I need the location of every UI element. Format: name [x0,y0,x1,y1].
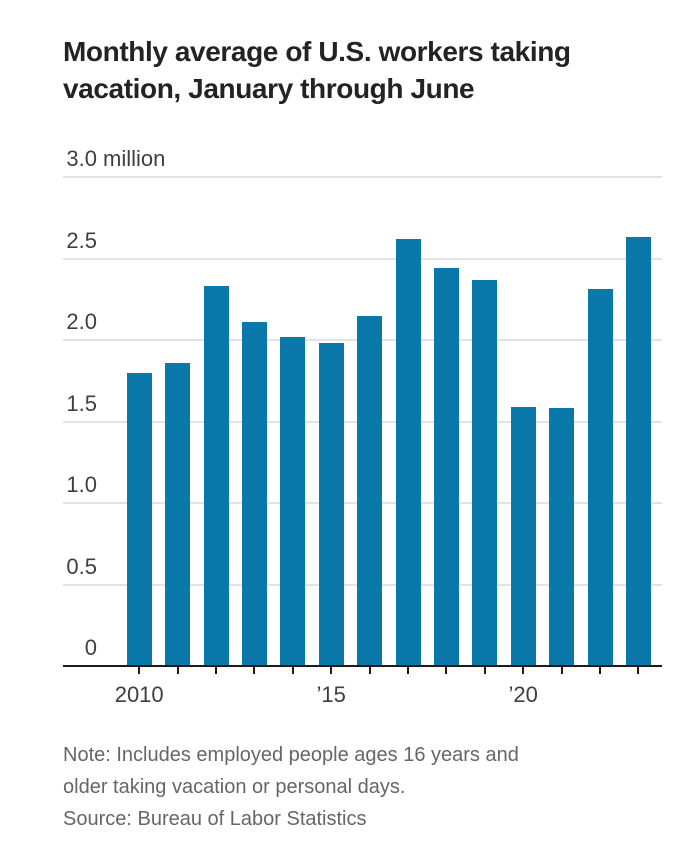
chart-title: Monthly average of U.S. workers taking v… [63,36,571,104]
y-tick-label-3.0: 3.0 million [63,146,165,172]
x-axis-tick-2014 [291,667,294,674]
y-tick-value: 1.0 [66,472,97,497]
bar-2018 [433,268,459,666]
x-axis-tick-2013 [253,667,256,674]
y-tick-label-0.5: 0.5 [63,554,97,580]
x-axis-tick-2021 [560,667,563,674]
y-tick-value: 2.5 [66,227,97,253]
x-axis-tick-2011 [176,667,179,674]
bar-2013 [241,322,267,666]
x-tick-label-2020: ’20 [508,682,538,707]
gridline-2.5 [63,257,662,260]
bar-2021 [549,408,575,666]
bar-2017 [395,238,421,666]
y-tick-value: 0 [84,635,97,660]
gridline-3.0 [63,176,662,178]
x-axis-tick-2022 [599,667,601,674]
x-axis-tick-2019 [483,667,486,674]
x-axis-tick-2020 [522,667,525,674]
bar-2023 [625,237,651,666]
bar-2022 [587,289,613,666]
bar-2015 [318,343,344,666]
y-tick-value: 2.0 [66,309,97,334]
bar-2016 [357,315,383,666]
x-axis-tick-2018 [445,667,448,674]
chart-note: Note: Includes employed people ages 16 y… [63,744,519,798]
y-axis-unit-label: million [103,146,166,171]
y-tick-value: 1.5 [66,390,97,416]
bar-2012 [203,286,229,666]
bar-2020 [510,406,536,666]
y-tick-label-0: 0 [63,635,97,661]
y-tick-label-1.5: 1.5 [63,391,97,417]
x-axis-tick-2010 [138,667,141,674]
bar-2011 [165,362,191,666]
chart-source: Source: Bureau of Labor Statistics [63,808,367,830]
y-tick-label-1.0: 1.0 [63,472,97,498]
bar-2019 [472,279,498,666]
y-tick-value: 3.0 [66,146,97,171]
y-tick-value: 0.5 [66,553,97,579]
y-tick-label-2.5: 2.5 [63,228,97,254]
bar-2014 [280,336,306,666]
x-tick-label-2010: 2010 [114,682,164,707]
x-axis-tick-2012 [215,667,217,674]
bar-2010 [126,372,152,666]
x-axis-tick-2017 [407,667,409,674]
x-axis-tick-2016 [368,667,371,674]
x-tick-label-2015: ’15 [316,682,346,707]
y-tick-label-2.0: 2.0 [63,309,97,335]
x-axis-tick-2023 [637,667,640,674]
x-axis-tick-2015 [330,667,333,674]
plot-area: 3.0 million 2.5 2.0 1.5 1.0 0.5 0 2010 ’15 ’20 [63,0,662,770]
x-axis-line [63,664,662,667]
